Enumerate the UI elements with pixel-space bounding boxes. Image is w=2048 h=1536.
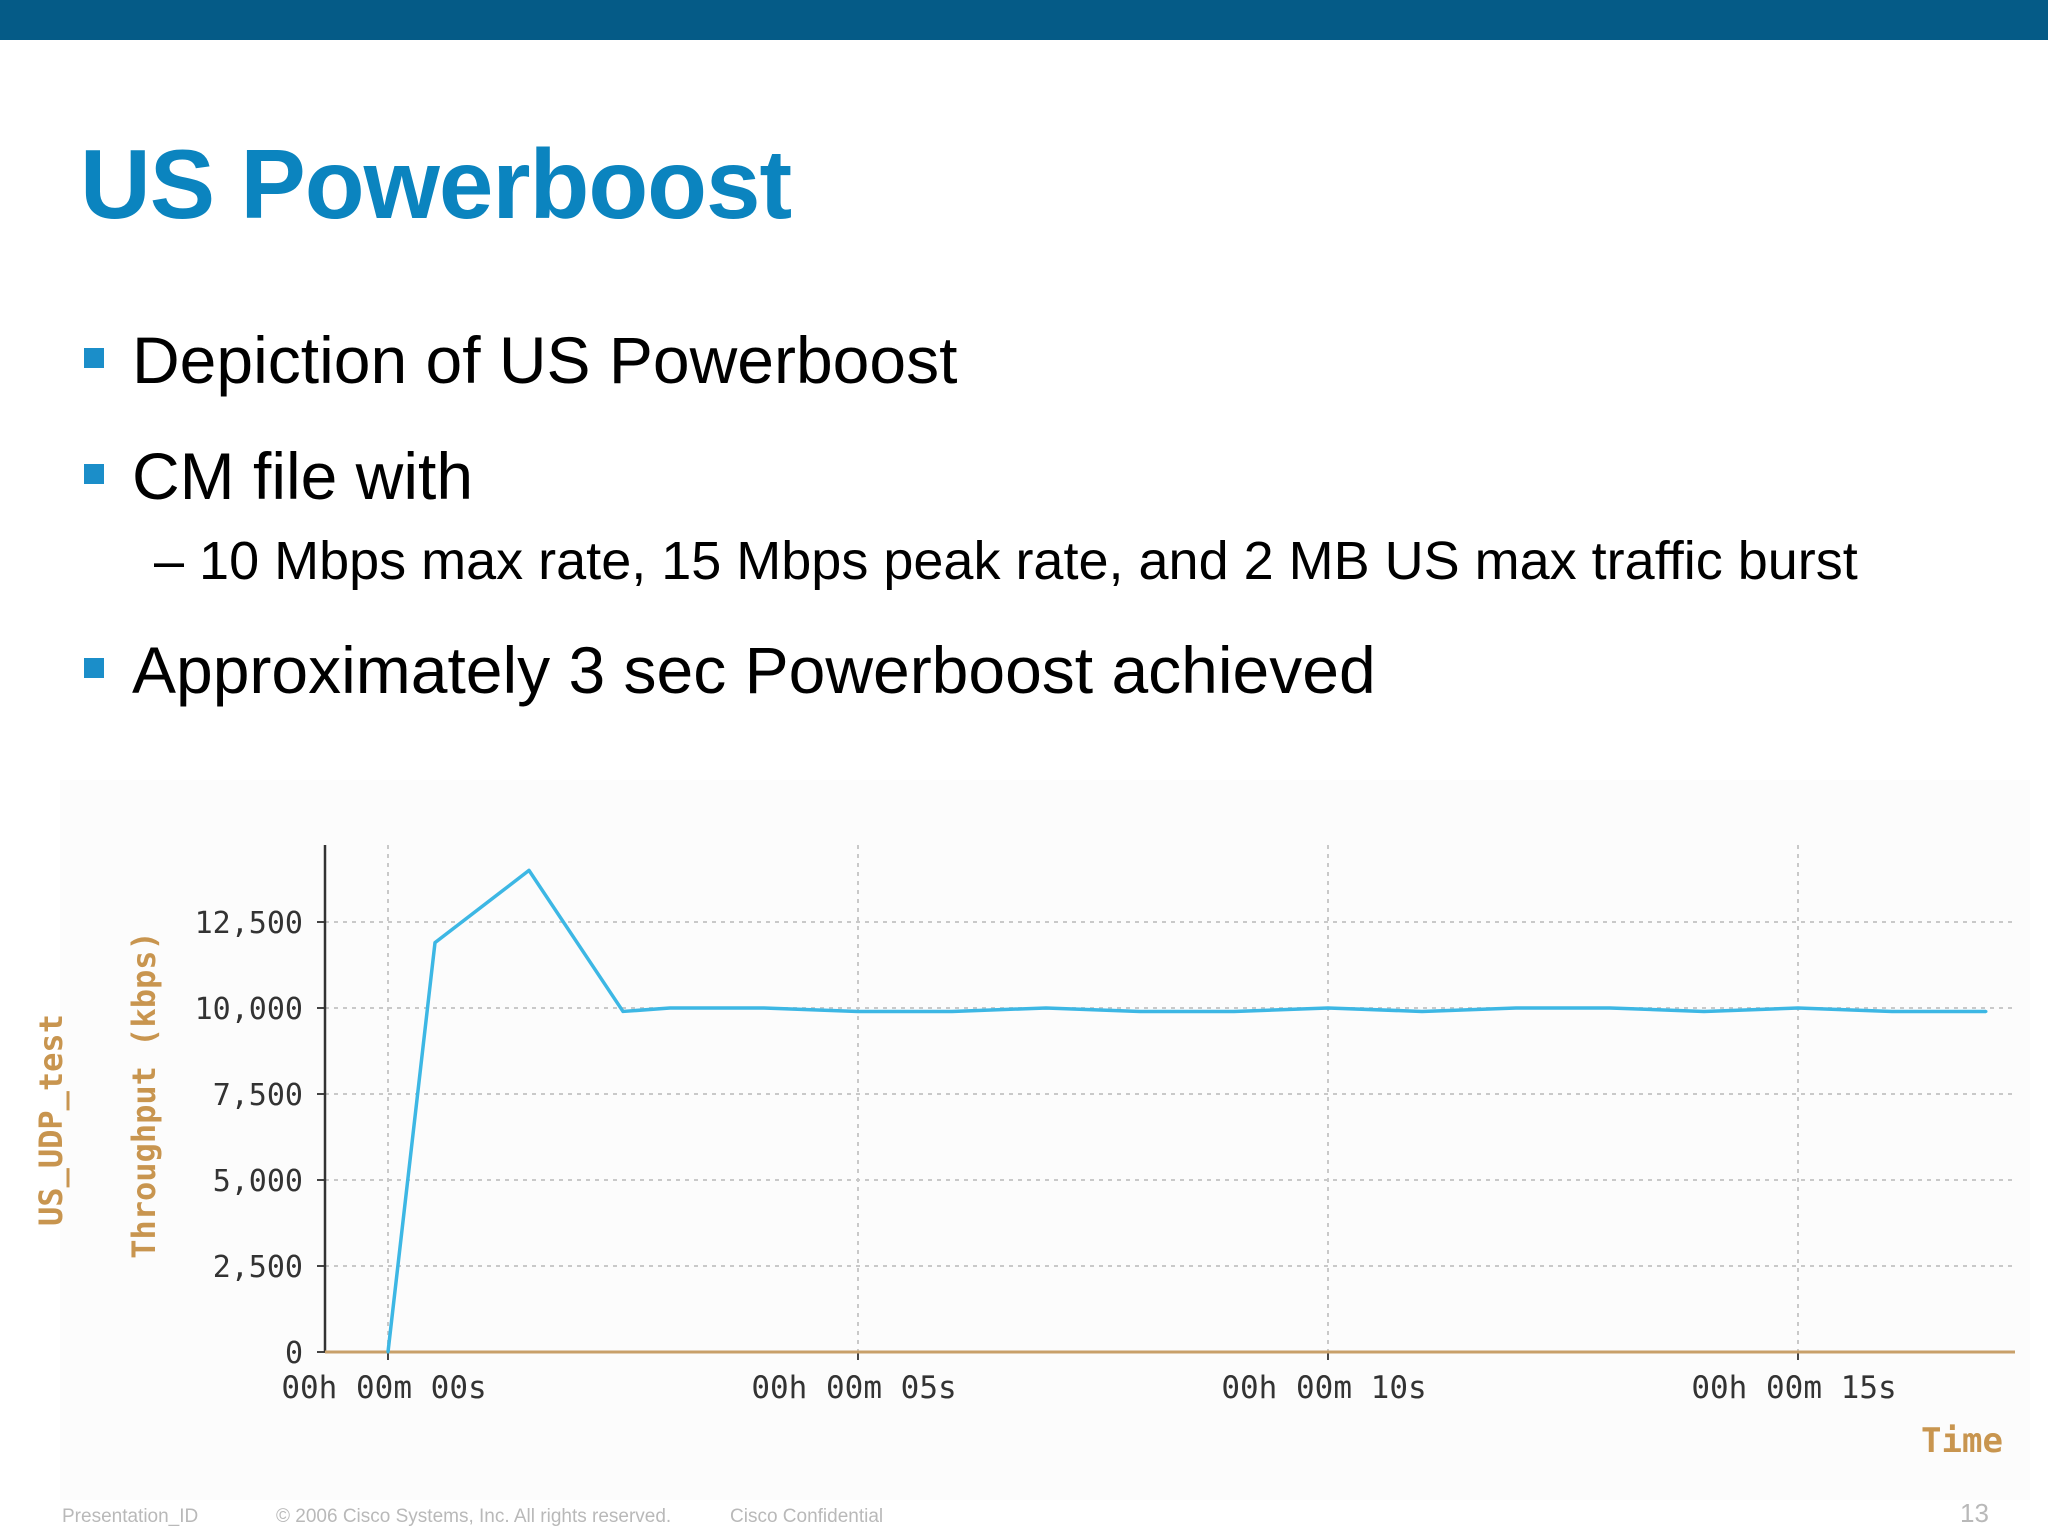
footer-copyright: © 2006 Cisco Systems, Inc. All rights re… (276, 1506, 672, 1527)
data-point (1608, 1006, 1612, 1010)
data-point (1890, 1009, 1894, 1013)
data-point (386, 1350, 390, 1354)
data-point (950, 1009, 954, 1013)
bullet-square-icon (84, 658, 104, 678)
footer-presentation-id: Presentation_ID (62, 1506, 199, 1527)
y-tick-label: 10,000 (195, 992, 303, 1027)
sub-bullet-item: – 10 Mbps max rate, 15 Mbps peak rate, a… (154, 531, 1858, 591)
chart-svg: 0 2,500 5,000 7,500 10,000 12,500 00h 00m 00s 0… (32, 845, 2015, 1461)
chart-axes (317, 845, 2015, 1360)
throughput-chart: 0 2,500 5,000 7,500 10,000 12,500 00h 00m 00s 0… (32, 845, 2015, 1461)
chart-grid (325, 845, 2015, 1352)
x-tick-label: 00h 00m 00s (281, 1370, 486, 1406)
data-point (621, 1009, 625, 1013)
x-tick-label: 00h 00m 10s (1221, 1370, 1426, 1406)
data-point (1044, 1006, 1048, 1010)
data-point (856, 1009, 860, 1013)
y-tick-label: 12,500 (195, 906, 303, 941)
data-point (1984, 1009, 1988, 1013)
data-point (1702, 1009, 1706, 1013)
y-tick-label: 2,500 (213, 1250, 303, 1285)
y-axis-title: Throughput (kbps) (125, 931, 163, 1259)
data-point (668, 1006, 672, 1010)
data-point (527, 868, 531, 872)
data-point (1796, 1006, 1800, 1010)
data-point (1326, 1006, 1330, 1010)
bullet-text: CM file with (132, 439, 474, 513)
footer-confidential: Cisco Confidential (730, 1506, 884, 1527)
bullet-text: Approximately 3 sec Powerboost achieved (132, 633, 1376, 707)
y-tick-label: 7,500 (213, 1078, 303, 1113)
y-tick-label: 5,000 (213, 1164, 303, 1199)
bullet-text: Depiction of US Powerboost (132, 323, 958, 397)
slide-title: US Powerboost (80, 129, 792, 239)
bullet-square-icon (84, 348, 104, 368)
x-tick-label: 00h 00m 15s (1691, 1370, 1896, 1406)
data-point (1514, 1006, 1518, 1010)
page-number: 13 (1960, 1498, 1989, 1528)
data-point (1420, 1009, 1424, 1013)
data-point (433, 941, 437, 945)
top-banner (0, 0, 2048, 40)
data-point (1138, 1009, 1142, 1013)
chart-labels: 0 2,500 5,000 7,500 10,000 12,500 00h 00m 00s 0… (32, 906, 2003, 1461)
x-tick-label: 00h 00m 05s (751, 1370, 956, 1406)
y-tick-label: 0 (285, 1336, 303, 1371)
x-axis-title: Time (1921, 1421, 2003, 1461)
data-point (1232, 1009, 1236, 1013)
chart-series (386, 868, 1988, 1354)
outer-y-axis-title: US_UDP_test (32, 1014, 70, 1226)
bullet-square-icon (84, 464, 104, 484)
data-point (762, 1006, 766, 1010)
